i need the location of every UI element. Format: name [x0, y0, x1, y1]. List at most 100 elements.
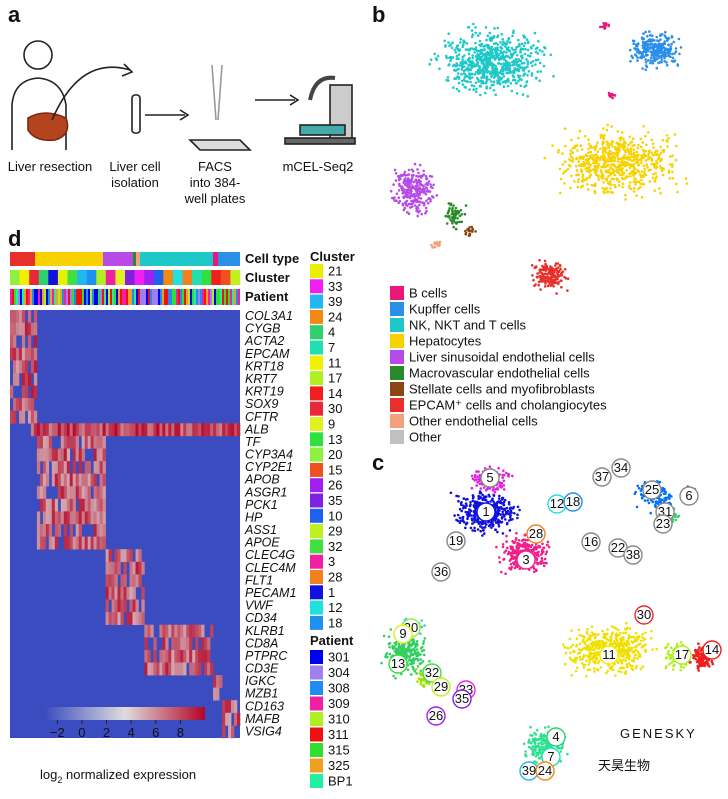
heatmap-cell: [33, 347, 38, 361]
cluster-label: 19: [449, 533, 463, 548]
scatter-dot: [607, 153, 610, 156]
scatter-dot: [485, 77, 489, 80]
scatter-dot: [471, 522, 474, 525]
scatter-dot: [644, 149, 648, 153]
scatter-dot: [407, 644, 410, 648]
patient-bar: [172, 289, 174, 305]
scatter-dot: [470, 29, 474, 32]
scatter-dot: [410, 653, 413, 657]
scatter-dot: [581, 657, 584, 661]
scatter-dot: [560, 274, 564, 277]
scatter-dot: [623, 160, 626, 164]
scatter-dot: [421, 187, 425, 190]
scatter-dot: [460, 503, 463, 507]
scatter-dot: [577, 628, 581, 632]
scatter-dot: [650, 629, 653, 633]
scatter-dot: [602, 190, 605, 193]
patient-bar: [154, 289, 156, 305]
scatter-dot: [415, 672, 418, 675]
scatter-dot: [628, 646, 631, 650]
scatter-dot: [455, 46, 458, 49]
scatter-dot: [496, 55, 499, 58]
scatter-dot: [633, 187, 636, 190]
scatter-dot: [413, 162, 417, 166]
scatter-dot: [462, 43, 465, 47]
scatter-dot: [570, 138, 573, 142]
scatter-dot: [533, 31, 537, 35]
scatter-dot: [492, 89, 496, 92]
patient-bar: [10, 289, 12, 305]
legend-swatch: [390, 350, 404, 364]
scatter-dot: [418, 163, 422, 167]
scatter-dot: [529, 52, 533, 55]
cluster-label: 34: [614, 460, 628, 475]
scatter-dot: [501, 43, 504, 46]
scatter-dot: [501, 53, 505, 57]
scatter-dot: [484, 65, 488, 69]
scatter-dot: [620, 649, 623, 653]
scatter-dot: [700, 660, 704, 664]
scatter-dot: [423, 637, 427, 640]
scatter-dot: [654, 151, 657, 154]
patient-bar: [108, 289, 110, 305]
scatter-dot: [485, 85, 489, 88]
scatter-dot: [566, 752, 569, 756]
scatter-dot: [601, 165, 605, 168]
scatter-dot: [501, 496, 505, 500]
scatter-dot: [562, 172, 565, 175]
scatter-dot: [624, 198, 627, 201]
scatter-dot: [603, 155, 606, 159]
scatter-dot: [624, 670, 628, 673]
scatter-dot: [479, 93, 482, 97]
scatter-dot: [664, 47, 667, 50]
scatter-dot: [624, 177, 627, 180]
scatter-dot: [579, 155, 583, 159]
legend-label: Liver sinusoidal endothelial cells: [409, 350, 595, 365]
workflow-label: Liver cell: [109, 159, 160, 174]
scatter-dot: [528, 544, 531, 548]
scatter-dot: [697, 669, 701, 672]
scatter-dot: [457, 76, 461, 80]
heatmap-cell: [138, 423, 142, 437]
scatter-dot: [607, 175, 610, 178]
heatmap-cell: [162, 423, 166, 437]
scatter-dot: [541, 561, 545, 565]
patient-bar: [182, 289, 184, 305]
scatter-dot: [465, 68, 469, 71]
scatter-dot: [620, 670, 623, 674]
scatter-dot: [569, 149, 572, 152]
scatter-dot: [656, 49, 659, 53]
scatter-dot: [607, 190, 610, 194]
scatter-dot: [422, 169, 426, 173]
scatter-dot: [510, 52, 513, 56]
scatter-dot: [485, 75, 489, 78]
scatter-dot: [407, 183, 411, 187]
patient-bar: [230, 289, 232, 305]
scatter-dot: [470, 474, 474, 478]
scatter-dot: [631, 144, 634, 148]
heatmap-cell: [19, 410, 23, 424]
scatter-dot: [394, 677, 397, 680]
scatter-dot: [498, 494, 501, 498]
scatter-dot: [497, 525, 501, 528]
scatter-dot: [654, 172, 658, 175]
scatter-dot: [508, 61, 511, 65]
legend-label: Macrovascular endothelial cells: [409, 366, 590, 381]
patient-bar: [188, 289, 190, 305]
patient-bar: [176, 289, 178, 305]
heatmap-cell: [33, 372, 38, 386]
patient-bar: [224, 289, 226, 305]
scatter-dot: [462, 65, 466, 68]
cluster-label: 1: [482, 504, 489, 519]
patient-bar: [28, 289, 30, 305]
scatter-dot: [566, 277, 570, 281]
scatter-dot: [571, 147, 575, 150]
scatter-dot: [685, 182, 689, 185]
scatter-dot: [656, 47, 659, 51]
scatter-dot: [623, 153, 626, 157]
scatter-dot: [601, 140, 605, 143]
scatter-dot: [587, 160, 590, 164]
scatter-dot: [505, 506, 509, 510]
heatmap-cell: [105, 423, 109, 437]
scatter-dot: [615, 141, 618, 145]
